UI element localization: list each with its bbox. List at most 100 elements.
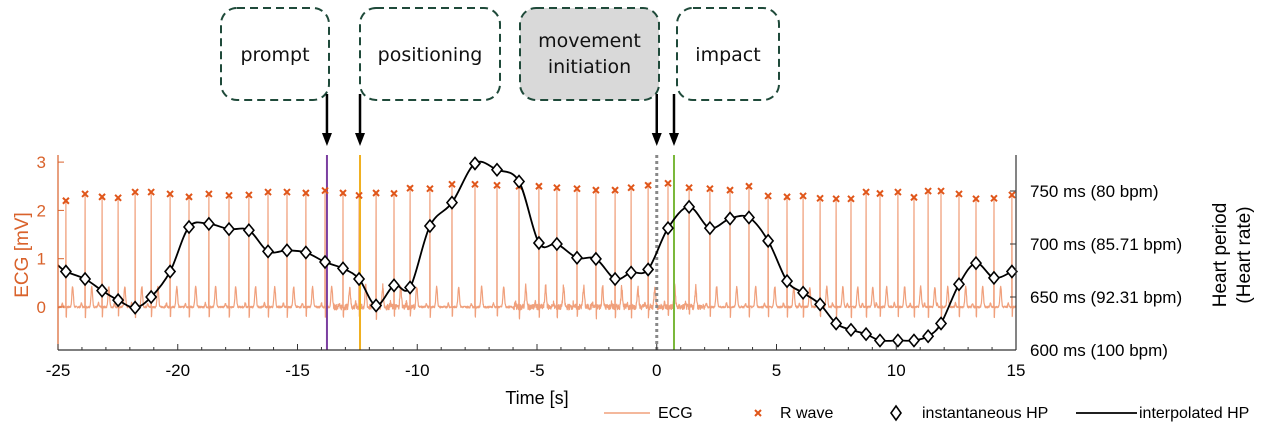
r-wave-marker [862,188,870,196]
r-wave-marker [832,195,840,203]
instantaneous-hp-marker [987,270,1001,286]
instantaneous-hp-marker [59,264,72,279]
r-wave-marker [644,181,652,189]
y-right-tick-label: 700 ms (85.71 bpm) [1030,235,1182,254]
r-wave-marker [592,186,600,194]
instantaneous-hp-marker [96,283,109,298]
instantaneous-hp-marker [934,316,948,331]
instantaneous-hp-marker [112,292,125,308]
r-wave-marker [799,192,807,200]
r-wave-marker [847,195,855,203]
r-wave-marker [910,193,918,202]
instantaneous-hp-marker [532,235,545,251]
r-wave-marker [372,189,380,197]
instantaneous-hp-marker [922,328,935,344]
r-wave-marker [98,193,106,201]
instantaneous-hp-marker [844,322,858,338]
instantaneous-hp-marker [164,264,177,279]
x-tick-label: -5 [529,361,544,380]
instantaneous-hp-marker [182,219,196,235]
phase-label-movement-initiation: movement initiation [538,30,641,78]
r-wave-marker [553,183,561,192]
r-wave-marker [1008,191,1016,199]
instantaneous-hp-marker [262,244,275,259]
instantaneous-hp-marker [490,162,504,178]
phase-box-prompt [220,7,330,101]
y-axis-left-label: ECG [mV] [12,212,33,298]
r-wave-marker [937,187,945,195]
arrow-down-icon [321,133,332,146]
r-wave-marker [706,184,714,193]
instantaneous-hp-marker [661,220,675,236]
r-wave-marker [493,181,501,189]
instantaneous-hp-marker [512,174,526,189]
r-wave-marker [448,180,456,189]
legend-diamond-icon [890,404,902,422]
instantaneous-hp-marker [202,216,215,232]
heart-period-layer [57,156,1018,348]
instantaneous-hp-marker [387,278,401,293]
instantaneous-hp-marker [129,300,142,315]
x-tick-label: 0 [652,361,661,380]
instantaneous-hp-marker [570,250,584,266]
instantaneous-hp-marker [642,262,655,277]
r-wave-marker [972,195,980,203]
y-left-tick-label: 1 [37,250,46,269]
r-wave-marker [816,194,824,203]
legend-r-wave-swatch [754,409,762,417]
r-wave-layer [62,179,1016,205]
instantaneous-hp-marker [703,220,716,236]
instantaneous-hp-marker [952,277,966,292]
r-wave-marker [339,189,347,197]
legend-r-wave-label: R wave [780,405,833,422]
y-right-tick-label: 750 ms (80 bpm) [1030,182,1159,201]
legend-instantaneous-hp-label: instantaneous HP [922,405,1048,422]
r-wave-marker [81,190,89,198]
x-tick-label: -20 [165,361,190,380]
r-wave-marker [876,189,884,198]
y-right-tick-label: 600 ms (100 bpm) [1030,341,1168,360]
phase-label-prompt: prompt [240,44,309,66]
instantaneous-hp-marker [780,273,794,289]
instantaneous-hp-marker [242,222,255,238]
y-left-tick-label: 3 [37,153,46,172]
instantaneous-hp-marker [723,211,737,226]
r-wave-marker [426,184,434,193]
r-wave-marker [147,188,155,196]
instantaneous-hp-marker [762,233,775,249]
instantaneous-hp-marker [907,333,921,348]
r-wave-marker [764,192,772,200]
instantaneous-hp-marker [370,298,383,313]
r-wave-marker [225,191,233,200]
instantaneous-hp-marker [299,245,312,260]
phase-box-movement-initiation [519,7,660,101]
x-tick-label: 10 [887,361,906,380]
instantaneous-hp-marker [336,261,350,276]
y-left-tick-label: 2 [37,201,46,220]
legend-ecg-label: ECG [658,405,693,422]
instantaneous-hp-marker [423,218,436,234]
instantaneous-hp-marker [814,297,827,312]
r-wave-marker [573,184,581,193]
r-wave-marker [627,183,635,192]
arrow-down-icon [651,133,662,146]
phase-box-positioning [359,7,501,101]
r-wave-marker [355,191,363,200]
instantaneous-hp-marker [625,265,638,280]
y-axis-right-label-1: Heart period [1210,203,1231,308]
instantaneous-hp-marker [79,271,92,287]
x-axis-label: Time [s] [505,388,568,408]
instantaneous-hp-marker [280,243,294,258]
r-wave-marker [62,197,70,205]
instantaneous-hp-marker [742,210,755,225]
instantaneous-hp-marker [609,271,622,287]
instantaneous-hp-marker [353,271,366,287]
r-wave-marker [783,193,791,201]
phase-boxes-layer: prompt positioning movement initiation impac… [220,7,780,146]
x-tick-label: 5 [772,361,781,380]
phase-label-positioning: positioning [378,44,483,66]
r-wave-marker [390,189,398,198]
event-lines-layer [325,155,675,350]
instantaneous-hp-marker [860,326,873,342]
